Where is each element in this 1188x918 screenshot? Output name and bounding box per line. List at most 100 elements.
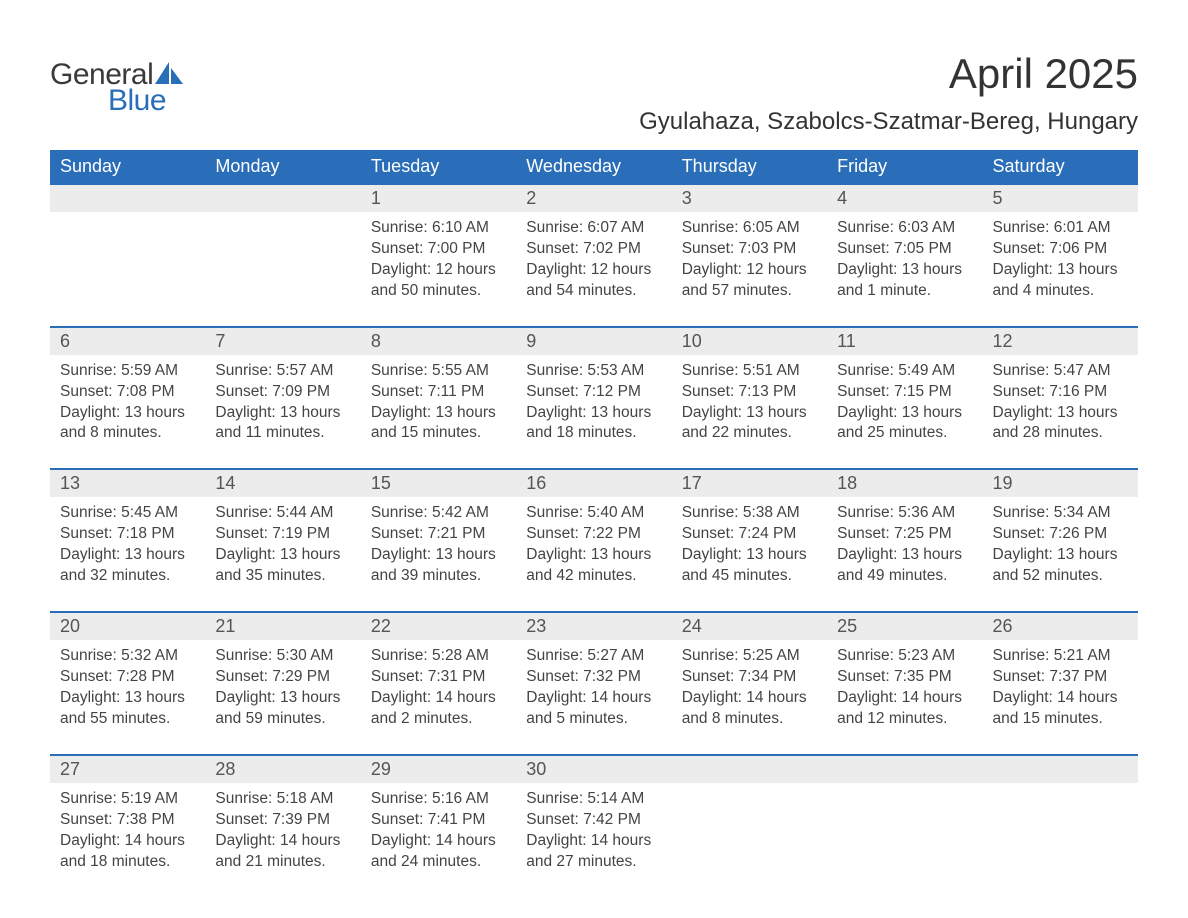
day-cell [983, 783, 1138, 885]
content-row: Sunrise: 5:45 AMSunset: 7:18 PMDaylight:… [50, 497, 1138, 599]
day-cell: Sunrise: 5:27 AMSunset: 7:32 PMDaylight:… [516, 640, 671, 742]
daylight-text: Daylight: 13 hours and 11 minutes. [215, 403, 350, 445]
sunrise-text: Sunrise: 5:44 AM [215, 503, 350, 524]
sunrise-text: Sunrise: 5:59 AM [60, 361, 195, 382]
daylight-text: Daylight: 14 hours and 12 minutes. [837, 688, 972, 730]
daylight-text: Daylight: 12 hours and 54 minutes. [526, 260, 661, 302]
day-cell: Sunrise: 5:51 AMSunset: 7:13 PMDaylight:… [672, 355, 827, 457]
day-number: 17 [672, 470, 827, 497]
sunrise-text: Sunrise: 6:10 AM [371, 218, 506, 239]
daynum-row: 27282930 [50, 754, 1138, 783]
sunset-text: Sunset: 7:22 PM [526, 524, 661, 545]
sunrise-text: Sunrise: 5:53 AM [526, 361, 661, 382]
day-number: 22 [361, 613, 516, 640]
day-number: 4 [827, 185, 982, 212]
day-cell: Sunrise: 5:55 AMSunset: 7:11 PMDaylight:… [361, 355, 516, 457]
day-cell: Sunrise: 5:40 AMSunset: 7:22 PMDaylight:… [516, 497, 671, 599]
day-cell: Sunrise: 6:05 AMSunset: 7:03 PMDaylight:… [672, 212, 827, 314]
day-cell: Sunrise: 5:44 AMSunset: 7:19 PMDaylight:… [205, 497, 360, 599]
sunrise-text: Sunrise: 5:18 AM [215, 789, 350, 810]
daylight-text: Daylight: 12 hours and 50 minutes. [371, 260, 506, 302]
weekday-header: Sunday [50, 150, 205, 183]
day-cell: Sunrise: 5:53 AMSunset: 7:12 PMDaylight:… [516, 355, 671, 457]
daylight-text: Daylight: 13 hours and 52 minutes. [993, 545, 1128, 587]
week-block: 20212223242526Sunrise: 5:32 AMSunset: 7:… [50, 611, 1138, 742]
day-cell [205, 212, 360, 314]
day-number: 29 [361, 756, 516, 783]
daynum-row: 20212223242526 [50, 611, 1138, 640]
sunrise-text: Sunrise: 6:07 AM [526, 218, 661, 239]
sunset-text: Sunset: 7:15 PM [837, 382, 972, 403]
sunrise-text: Sunrise: 5:27 AM [526, 646, 661, 667]
day-number: 14 [205, 470, 360, 497]
sunset-text: Sunset: 7:16 PM [993, 382, 1128, 403]
daylight-text: Daylight: 14 hours and 5 minutes. [526, 688, 661, 730]
sunset-text: Sunset: 7:02 PM [526, 239, 661, 260]
sunset-text: Sunset: 7:19 PM [215, 524, 350, 545]
week-block: 27282930Sunrise: 5:19 AMSunset: 7:38 PMD… [50, 754, 1138, 885]
daylight-text: Daylight: 13 hours and 59 minutes. [215, 688, 350, 730]
sunset-text: Sunset: 7:03 PM [682, 239, 817, 260]
day-number: 8 [361, 328, 516, 355]
sunrise-text: Sunrise: 5:42 AM [371, 503, 506, 524]
day-cell: Sunrise: 5:30 AMSunset: 7:29 PMDaylight:… [205, 640, 360, 742]
day-cell: Sunrise: 5:16 AMSunset: 7:41 PMDaylight:… [361, 783, 516, 885]
sunrise-text: Sunrise: 5:14 AM [526, 789, 661, 810]
week-block: 12345Sunrise: 6:10 AMSunset: 7:00 PMDayl… [50, 183, 1138, 314]
day-number: 25 [827, 613, 982, 640]
sunset-text: Sunset: 7:34 PM [682, 667, 817, 688]
sunrise-text: Sunrise: 5:51 AM [682, 361, 817, 382]
day-number: 2 [516, 185, 671, 212]
day-number: 15 [361, 470, 516, 497]
sunrise-text: Sunrise: 5:49 AM [837, 361, 972, 382]
weekday-header: Friday [827, 150, 982, 183]
day-cell: Sunrise: 5:28 AMSunset: 7:31 PMDaylight:… [361, 640, 516, 742]
daynum-row: 12345 [50, 183, 1138, 212]
sunrise-text: Sunrise: 6:05 AM [682, 218, 817, 239]
sunrise-text: Sunrise: 5:19 AM [60, 789, 195, 810]
daylight-text: Daylight: 13 hours and 35 minutes. [215, 545, 350, 587]
day-cell [672, 783, 827, 885]
sunset-text: Sunset: 7:24 PM [682, 524, 817, 545]
sunset-text: Sunset: 7:32 PM [526, 667, 661, 688]
day-cell [827, 783, 982, 885]
sunrise-text: Sunrise: 5:57 AM [215, 361, 350, 382]
day-cell: Sunrise: 5:23 AMSunset: 7:35 PMDaylight:… [827, 640, 982, 742]
day-cell: Sunrise: 5:47 AMSunset: 7:16 PMDaylight:… [983, 355, 1138, 457]
sunset-text: Sunset: 7:35 PM [837, 667, 972, 688]
sunrise-text: Sunrise: 5:30 AM [215, 646, 350, 667]
weekday-header: Monday [205, 150, 360, 183]
day-number: 19 [983, 470, 1138, 497]
day-number: 18 [827, 470, 982, 497]
day-number [672, 756, 827, 783]
sunrise-text: Sunrise: 5:38 AM [682, 503, 817, 524]
month-title: April 2025 [639, 50, 1138, 98]
day-number: 28 [205, 756, 360, 783]
content-row: Sunrise: 5:32 AMSunset: 7:28 PMDaylight:… [50, 640, 1138, 742]
sunset-text: Sunset: 7:39 PM [215, 810, 350, 831]
daylight-text: Daylight: 14 hours and 18 minutes. [60, 831, 195, 873]
sunrise-text: Sunrise: 6:01 AM [993, 218, 1128, 239]
day-number [205, 185, 360, 212]
daylight-text: Daylight: 13 hours and 25 minutes. [837, 403, 972, 445]
day-number: 20 [50, 613, 205, 640]
daylight-text: Daylight: 13 hours and 42 minutes. [526, 545, 661, 587]
day-cell: Sunrise: 5:14 AMSunset: 7:42 PMDaylight:… [516, 783, 671, 885]
sunset-text: Sunset: 7:37 PM [993, 667, 1128, 688]
sunrise-text: Sunrise: 5:40 AM [526, 503, 661, 524]
sunset-text: Sunset: 7:13 PM [682, 382, 817, 403]
sunrise-text: Sunrise: 5:47 AM [993, 361, 1128, 382]
weekday-header-row: Sunday Monday Tuesday Wednesday Thursday… [50, 150, 1138, 183]
day-cell: Sunrise: 5:19 AMSunset: 7:38 PMDaylight:… [50, 783, 205, 885]
day-number: 27 [50, 756, 205, 783]
day-number: 24 [672, 613, 827, 640]
sunset-text: Sunset: 7:00 PM [371, 239, 506, 260]
day-number [983, 756, 1138, 783]
day-number: 13 [50, 470, 205, 497]
day-cell: Sunrise: 5:25 AMSunset: 7:34 PMDaylight:… [672, 640, 827, 742]
day-cell: Sunrise: 6:03 AMSunset: 7:05 PMDaylight:… [827, 212, 982, 314]
day-cell: Sunrise: 5:34 AMSunset: 7:26 PMDaylight:… [983, 497, 1138, 599]
day-number: 21 [205, 613, 360, 640]
sunrise-text: Sunrise: 6:03 AM [837, 218, 972, 239]
calendar: Sunday Monday Tuesday Wednesday Thursday… [50, 150, 1138, 884]
